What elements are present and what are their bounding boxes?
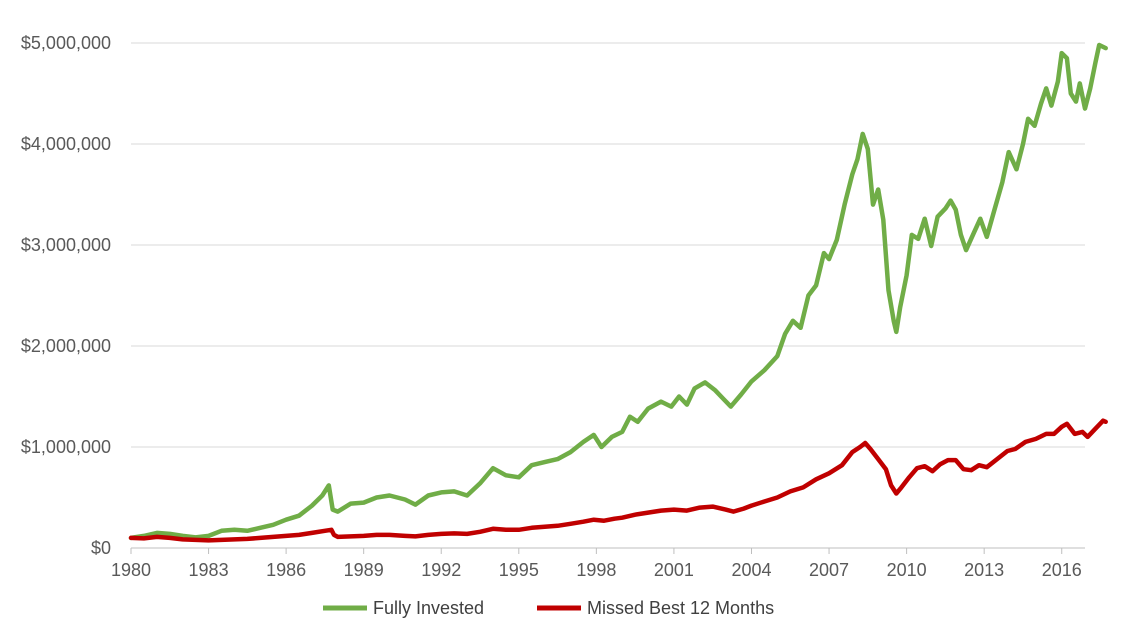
y-tick-label: $2,000,000: [21, 336, 111, 356]
x-tick-label: 1986: [266, 560, 306, 580]
y-tick-label: $0: [91, 538, 111, 558]
x-tick-label: 2010: [887, 560, 927, 580]
gridlines: [131, 42, 1085, 448]
series-lines: [128, 42, 1108, 543]
x-tick-label: 2013: [964, 560, 1004, 580]
y-tick-label: $1,000,000: [21, 437, 111, 457]
x-tick-label: 1995: [499, 560, 539, 580]
x-tick-label: 1989: [344, 560, 384, 580]
legend-label-fully-invested: Fully Invested: [373, 598, 484, 618]
x-tick-label: 1983: [189, 560, 229, 580]
y-tick-label: $4,000,000: [21, 134, 111, 154]
series-line-missed-best-12-months: [128, 418, 1108, 543]
x-tick-label: 2004: [731, 560, 771, 580]
legend-label-missed-best-12-months: Missed Best 12 Months: [587, 598, 774, 618]
x-tick-label: 1992: [421, 560, 461, 580]
x-tick-label: 2001: [654, 560, 694, 580]
x-tick-label: 2016: [1042, 560, 1082, 580]
legend: Fully Invested Missed Best 12 Months: [323, 598, 774, 618]
y-axis-tick-labels: $0 $1,000,000 $2,000,000 $3,000,000 $4,000,0…: [21, 33, 111, 558]
x-tick-label: 2007: [809, 560, 849, 580]
y-tick-label: $5,000,000: [21, 33, 111, 53]
x-axis-ticks: 1980 1983 1986 1989 1992 1995 1998 2001 2004 2007…: [111, 548, 1082, 580]
series-line-fully-invested: [128, 42, 1108, 541]
y-tick-label: $3,000,000: [21, 235, 111, 255]
x-tick-label: 1998: [576, 560, 616, 580]
x-tick-label: 1980: [111, 560, 151, 580]
